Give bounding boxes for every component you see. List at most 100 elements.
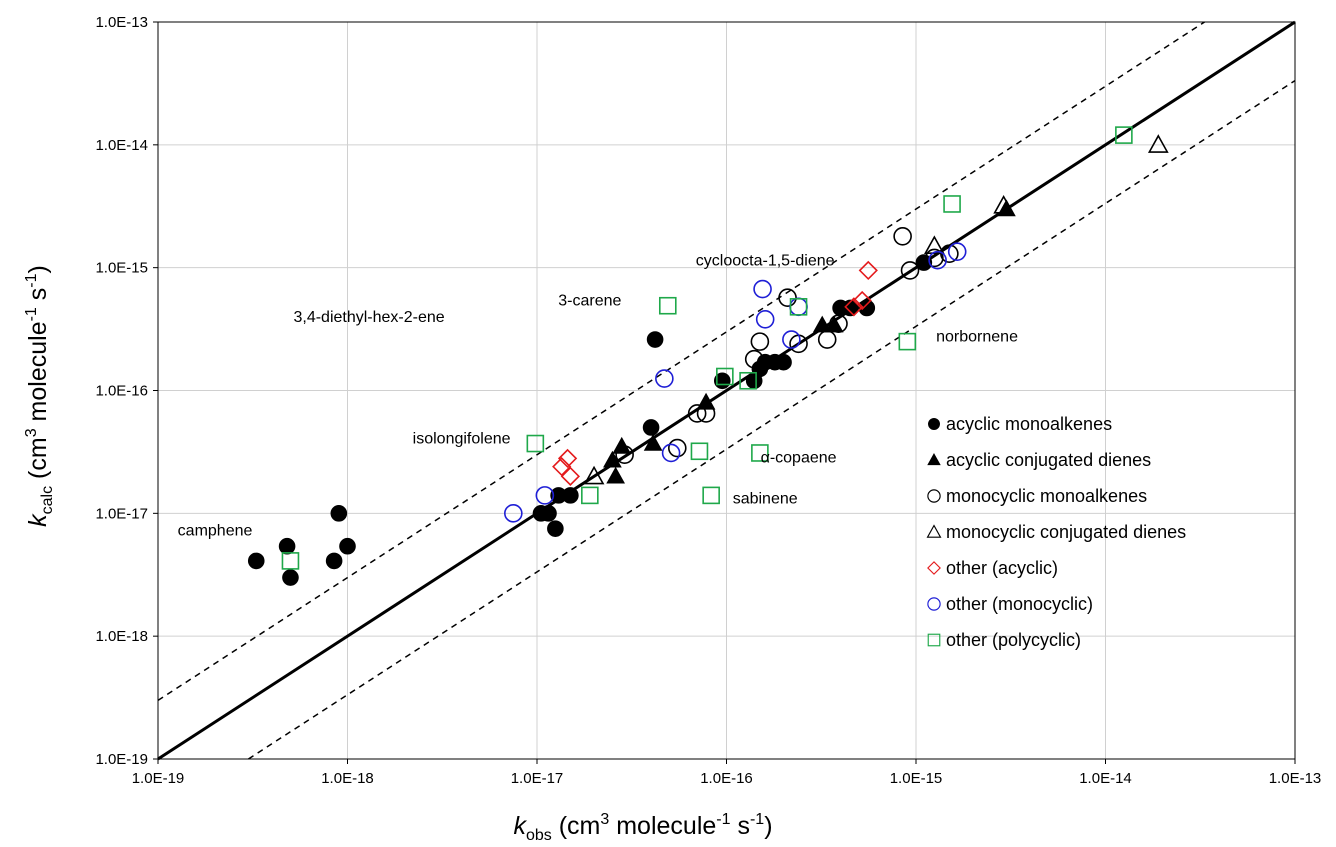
data-point <box>817 330 837 349</box>
data-point <box>775 353 792 371</box>
data-point <box>552 456 572 477</box>
data-point <box>716 367 734 386</box>
data-point <box>540 505 557 522</box>
data-point <box>661 443 681 463</box>
legend-marker <box>927 489 941 503</box>
data-point <box>753 279 772 299</box>
data-point <box>829 314 848 333</box>
data-point <box>744 349 764 369</box>
data-point <box>325 552 343 570</box>
legend-label: other (monocyclic) <box>946 594 1093 614</box>
data-points <box>247 126 1169 586</box>
data-point <box>739 371 757 390</box>
y-tick-label: 1.0E-17 <box>95 505 148 522</box>
data-point <box>615 445 634 465</box>
data-point <box>278 537 296 555</box>
data-point <box>841 299 859 317</box>
y-tick-label: 1.0E-14 <box>95 137 148 154</box>
data-point <box>557 448 578 469</box>
data-point <box>924 235 945 255</box>
point-annotation: norbornene <box>936 329 1018 346</box>
data-point <box>915 254 933 271</box>
legend-item: monocyclic conjugated dienes <box>926 522 1186 542</box>
series-other-monocyclic <box>504 242 967 523</box>
data-point <box>900 261 920 280</box>
point-annotation: 3-carene <box>558 293 621 310</box>
point-annotation: camphene <box>178 522 253 539</box>
legend-label: acyclic conjugated dienes <box>946 450 1151 470</box>
data-point <box>782 330 801 349</box>
data-point <box>702 486 720 505</box>
legend-item: other (monocyclic) <box>927 594 1093 614</box>
data-point <box>893 227 912 246</box>
y-tick-label: 1.0E-13 <box>95 14 148 31</box>
legend-label: monocyclic monoalkenes <box>946 486 1147 506</box>
legend-marker <box>927 561 941 575</box>
point-annotation: 3,4-diethyl-hex-2-ene <box>293 309 444 326</box>
data-point <box>603 450 622 468</box>
legend-marker <box>928 418 940 430</box>
data-point <box>1115 126 1133 144</box>
data-point <box>943 195 961 213</box>
data-point <box>658 296 677 315</box>
y-axis-ticks: 1.0E-19 1.0E-18 1.0E-17 1.0E-16 1.0E-15 1.0E-… <box>95 14 158 768</box>
legend-label: other (polycyclic) <box>946 630 1081 650</box>
data-point <box>778 288 797 307</box>
legend-item: other (polycyclic) <box>927 630 1081 650</box>
data-point <box>858 260 878 281</box>
series-acyclic-monoalkenes <box>247 254 933 586</box>
legend-label: other (acyclic) <box>946 558 1058 578</box>
y-axis-title: kcalc (cm3 molecule-1 s-1) <box>23 265 56 527</box>
data-point <box>1147 134 1169 153</box>
legend-item: other (acyclic) <box>927 558 1058 578</box>
data-point <box>751 444 769 462</box>
data-point <box>898 332 917 351</box>
data-point <box>844 297 864 317</box>
data-point <box>858 299 876 317</box>
data-point <box>947 242 967 261</box>
reference-line-1to1 <box>157 20 1296 761</box>
data-point <box>526 434 545 453</box>
y-tick-label: 1.0E-16 <box>95 383 148 400</box>
data-point <box>583 465 605 485</box>
legend-item: acyclic monoalkenes <box>928 414 1112 434</box>
point-annotation: α-copaene <box>761 449 837 466</box>
series-other-polycyclic <box>281 126 1133 570</box>
data-point <box>751 360 769 378</box>
x-tick-label: 1.0E-14 <box>1079 770 1132 787</box>
data-point <box>655 369 674 388</box>
data-point <box>928 250 947 270</box>
data-point <box>560 466 581 486</box>
legend-label: acyclic monoalkenes <box>946 414 1112 434</box>
y-tick-label: 1.0E-19 <box>95 751 148 768</box>
data-point <box>535 486 555 505</box>
reference-line-dashed <box>157 21 1205 702</box>
legend-marker <box>927 597 941 611</box>
data-point <box>562 487 579 504</box>
data-point <box>993 194 1014 214</box>
x-tick-label: 1.0E-19 <box>132 770 185 787</box>
data-point <box>547 520 564 537</box>
legend-marker <box>927 633 941 647</box>
data-point <box>667 438 687 458</box>
y-tick-label: 1.0E-15 <box>95 260 148 277</box>
data-point <box>282 569 299 586</box>
series-monocyclic-conjugated-dienes <box>583 134 1169 485</box>
data-point <box>281 552 300 570</box>
legend-marker <box>927 453 941 466</box>
y-tick-label: 1.0E-18 <box>95 628 148 645</box>
data-point <box>852 290 872 311</box>
x-tick-label: 1.0E-16 <box>700 770 753 787</box>
data-point <box>606 466 625 484</box>
data-point <box>646 331 664 348</box>
legend: acyclic monoalkenes acyclic conjugated di… <box>926 414 1186 650</box>
point-annotations: 3,4-diethyl-hex-2-ene camphene isolongifol… <box>178 253 1018 540</box>
x-tick-label: 1.0E-15 <box>890 770 943 787</box>
data-point <box>330 505 348 522</box>
data-point <box>690 442 709 461</box>
data-point <box>504 504 523 523</box>
x-tick-label: 1.0E-18 <box>321 770 374 787</box>
data-point <box>581 486 599 505</box>
x-axis-title: kobs (cm3 molecule-1 s-1) <box>513 811 772 844</box>
